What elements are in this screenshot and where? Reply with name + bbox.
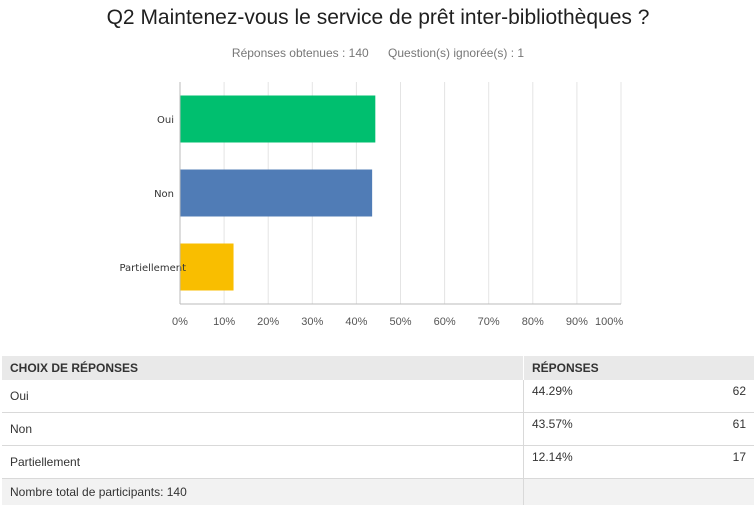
bars xyxy=(180,96,375,291)
x-tick-label: 70% xyxy=(478,316,500,328)
x-tick-label: 90% xyxy=(566,316,588,328)
category-labels: Oui Non Partiellement xyxy=(119,115,186,274)
category-label: Non xyxy=(154,189,174,200)
response-percent: 12.14% xyxy=(524,446,676,479)
category-label: Oui xyxy=(157,115,174,126)
choice-label: Partiellement xyxy=(2,446,524,479)
response-count: 61 xyxy=(676,413,754,446)
x-tick-label: 40% xyxy=(345,316,367,328)
bar-oui[interactable] xyxy=(180,96,375,143)
x-tick-label: 80% xyxy=(522,316,544,328)
header-responses: RÉPONSES xyxy=(524,356,755,380)
response-percent: 43.57% xyxy=(524,413,676,446)
response-count: 17 xyxy=(676,446,754,479)
x-tick-label: 30% xyxy=(301,316,323,328)
x-tick-labels: 0% 10% 20% 30% 40% 50% 60% 70% 80% 90% 100% xyxy=(172,316,623,328)
x-tick-label: 10% xyxy=(213,316,235,328)
category-label: Partiellement xyxy=(119,263,186,274)
choice-label: Non xyxy=(2,413,524,446)
bar-chart: Oui Non Partiellement 0% 10% 20% 30% 40% 50% 60%… xyxy=(0,0,756,340)
header-choices: CHOIX DE RÉPONSES xyxy=(2,356,524,380)
choice-label: Oui xyxy=(2,380,524,413)
x-tick-label: 20% xyxy=(257,316,279,328)
x-tick-label: 50% xyxy=(389,316,411,328)
bar-partiellement[interactable] xyxy=(180,244,234,291)
x-tick-label: 60% xyxy=(434,316,456,328)
response-count: 62 xyxy=(676,380,754,413)
footer-empty xyxy=(524,479,755,505)
table-footer-row: Nombre total de participants: 140 xyxy=(2,479,754,505)
table-header-row: CHOIX DE RÉPONSES RÉPONSES xyxy=(2,356,754,380)
bar-non[interactable] xyxy=(180,170,372,217)
total-participants: Nombre total de participants: 140 xyxy=(2,479,524,505)
x-tick-label: 0% xyxy=(172,316,188,328)
response-percent: 44.29% xyxy=(524,380,676,413)
x-tick-label: 100% xyxy=(595,316,623,328)
